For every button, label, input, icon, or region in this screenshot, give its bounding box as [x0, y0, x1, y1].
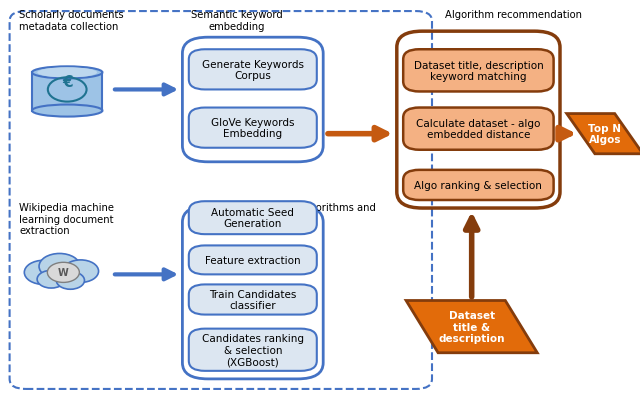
- FancyBboxPatch shape: [403, 170, 554, 200]
- Text: Semantic keyword
embedding: Semantic keyword embedding: [191, 10, 283, 32]
- Text: W: W: [58, 267, 68, 277]
- FancyBboxPatch shape: [189, 329, 317, 371]
- Polygon shape: [406, 301, 538, 353]
- Circle shape: [63, 260, 99, 283]
- Text: Generate Keywords
Corpus: Generate Keywords Corpus: [202, 59, 304, 81]
- FancyBboxPatch shape: [189, 108, 317, 148]
- Text: GloVe Keywords
Embedding: GloVe Keywords Embedding: [211, 117, 294, 139]
- Ellipse shape: [32, 105, 102, 117]
- Text: Calculate dataset - algo
embedded distance: Calculate dataset - algo embedded distan…: [416, 119, 541, 140]
- FancyBboxPatch shape: [189, 50, 317, 90]
- Polygon shape: [567, 114, 640, 154]
- FancyBboxPatch shape: [189, 246, 317, 275]
- Text: Machine learning algorithms and
tasks dictionary: Machine learning algorithms and tasks di…: [211, 203, 376, 224]
- Text: Candidates ranking
& selection
(XGBoost): Candidates ranking & selection (XGBoost): [202, 333, 304, 367]
- Text: Algorithm recommendation: Algorithm recommendation: [445, 10, 582, 20]
- Text: Dataset
title &
description: Dataset title & description: [438, 310, 505, 343]
- Text: Algo ranking & selection: Algo ranking & selection: [415, 180, 542, 190]
- Ellipse shape: [32, 67, 102, 79]
- Text: Scholarly documents
metadata collection: Scholarly documents metadata collection: [19, 10, 124, 32]
- Circle shape: [37, 271, 65, 288]
- Circle shape: [24, 261, 63, 285]
- Text: Feature extraction: Feature extraction: [205, 255, 301, 265]
- FancyBboxPatch shape: [189, 285, 317, 315]
- Text: Wikipedia machine
learning document
extraction: Wikipedia machine learning document extr…: [19, 203, 114, 236]
- Text: Top N
Algos: Top N Algos: [588, 124, 621, 145]
- Text: Automatic Seed
Generation: Automatic Seed Generation: [211, 207, 294, 229]
- Circle shape: [39, 254, 80, 279]
- Text: €: €: [62, 75, 72, 90]
- FancyBboxPatch shape: [403, 50, 554, 92]
- Bar: [32, 73, 102, 111]
- FancyBboxPatch shape: [403, 108, 554, 150]
- Circle shape: [47, 263, 79, 283]
- Circle shape: [56, 272, 84, 290]
- Ellipse shape: [37, 68, 97, 78]
- FancyBboxPatch shape: [189, 202, 317, 235]
- Text: Train Candidates
classifier: Train Candidates classifier: [209, 289, 296, 310]
- Text: Dataset title, description
keyword matching: Dataset title, description keyword match…: [413, 61, 543, 82]
